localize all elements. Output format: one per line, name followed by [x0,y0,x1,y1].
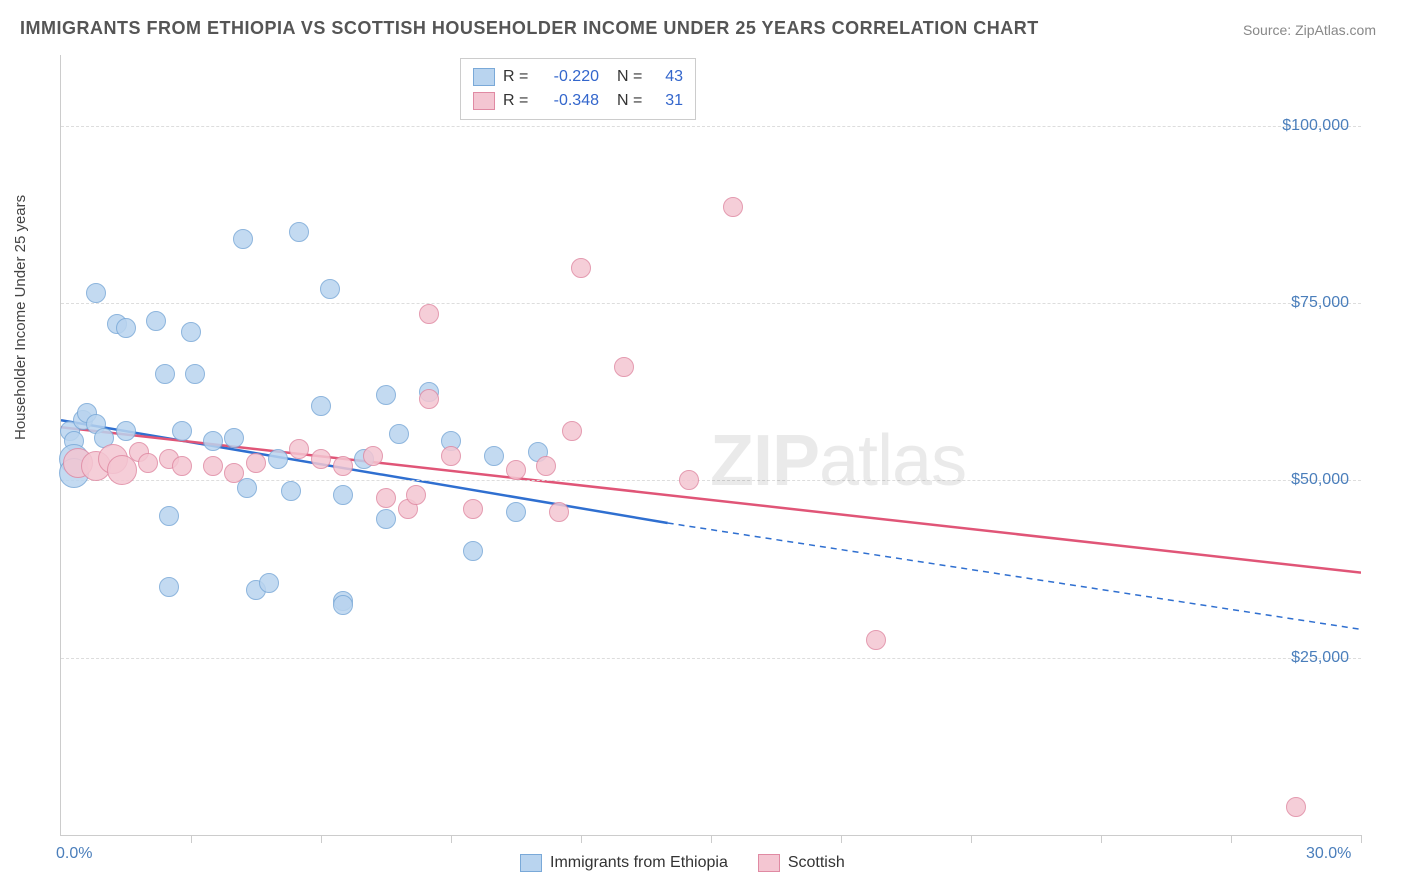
watermark: ZIPatlas [710,420,966,502]
legend-r-label: R = [503,89,531,113]
x-tick-minor [1101,835,1102,843]
y-tick-label: $25,000 [1291,649,1349,667]
data-point [406,485,426,505]
series-legend: Immigrants from Ethiopia Scottish [520,854,845,872]
x-tick-label: 30.0% [1306,845,1351,863]
data-point [549,502,569,522]
data-point [679,470,699,490]
x-tick-minor [321,835,322,843]
gridline [61,303,1361,304]
data-point [268,449,288,469]
chart-title: IMMIGRANTS FROM ETHIOPIA VS SCOTTISH HOU… [20,18,1039,39]
data-point [419,389,439,409]
data-point [376,488,396,508]
data-point [419,304,439,324]
data-point [159,506,179,526]
data-point [246,453,266,473]
data-point [723,197,743,217]
data-point [506,502,526,522]
data-point [224,428,244,448]
data-point [484,446,504,466]
correlation-legend: R = -0.220 N = 43 R = -0.348 N = 31 [460,58,696,120]
data-point [224,463,244,483]
data-point [289,439,309,459]
data-point [159,577,179,597]
data-point [172,456,192,476]
data-point [333,595,353,615]
legend-swatch [473,92,495,110]
legend-n-label: N = [617,65,645,89]
x-tick-label: 0.0% [56,845,92,863]
y-axis-label: Householder Income Under 25 years [12,195,29,440]
data-point [146,311,166,331]
legend-label: Immigrants from Ethiopia [550,854,728,872]
x-tick-minor [841,835,842,843]
data-point [86,283,106,303]
legend-item: Scottish [758,854,845,872]
data-point [259,573,279,593]
y-tick-label: $100,000 [1282,117,1349,135]
data-point [376,385,396,405]
legend-r-value: -0.220 [539,65,599,89]
legend-row: R = -0.220 N = 43 [473,65,683,89]
data-point [203,456,223,476]
x-tick-minor [971,835,972,843]
x-tick-minor [1231,835,1232,843]
y-tick-label: $75,000 [1291,294,1349,312]
data-point [155,364,175,384]
data-point [311,396,331,416]
x-tick-minor [191,835,192,843]
data-point [233,229,253,249]
data-point [185,364,205,384]
data-point [463,541,483,561]
y-tick-label: $50,000 [1291,471,1349,489]
source-label: Source: ZipAtlas.com [1243,22,1376,38]
data-point [571,258,591,278]
legend-label: Scottish [788,854,845,872]
legend-swatch [473,68,495,86]
data-point [203,431,223,451]
watermark-zip: ZIP [710,421,819,501]
data-point [614,357,634,377]
legend-n-value: 43 [653,65,683,89]
data-point [333,456,353,476]
x-tick-minor [711,835,712,843]
data-point [116,318,136,338]
data-point [376,509,396,529]
legend-n-value: 31 [653,89,683,113]
watermark-atlas: atlas [819,421,966,501]
legend-row: R = -0.348 N = 31 [473,89,683,113]
data-point [311,449,331,469]
data-point [289,222,309,242]
data-point [441,446,461,466]
legend-swatch [758,854,780,872]
x-tick-minor [581,835,582,843]
gridline [61,126,1361,127]
legend-r-value: -0.348 [539,89,599,113]
x-tick-minor [451,835,452,843]
data-point [281,481,301,501]
legend-r-label: R = [503,65,531,89]
data-point [866,630,886,650]
data-point [116,421,136,441]
data-point [333,485,353,505]
data-point [536,456,556,476]
data-point [562,421,582,441]
data-point [1286,797,1306,817]
legend-n-label: N = [617,89,645,113]
data-point [363,446,383,466]
data-point [181,322,201,342]
data-point [463,499,483,519]
legend-item: Immigrants from Ethiopia [520,854,728,872]
data-point [138,453,158,473]
legend-swatch [520,854,542,872]
data-point [506,460,526,480]
data-point [389,424,409,444]
data-point [320,279,340,299]
gridline [61,658,1361,659]
data-point [172,421,192,441]
